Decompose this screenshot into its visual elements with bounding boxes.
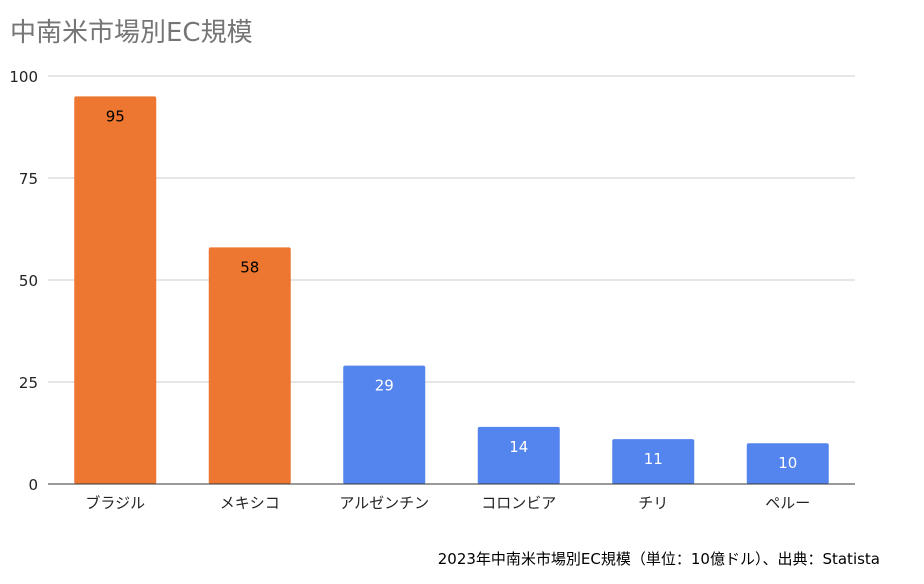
- x-tick-label: メキシコ: [220, 494, 280, 512]
- data-label: 29: [375, 377, 394, 395]
- bar-1: [208, 247, 291, 484]
- bar-3: [477, 426, 560, 484]
- y-tick-label: 25: [19, 374, 38, 392]
- x-tick-label: コロンビア: [481, 494, 556, 512]
- data-label: 58: [240, 258, 259, 276]
- x-tick-label: ペルー: [765, 494, 810, 512]
- data-label: 10: [778, 454, 797, 472]
- x-tick-label: アルゼンチン: [339, 494, 429, 512]
- bar-2: [343, 365, 426, 484]
- bar-5: [746, 443, 829, 484]
- data-label: 14: [509, 438, 528, 456]
- y-tick-label: 75: [19, 170, 38, 188]
- y-tick-label: 0: [28, 476, 38, 494]
- chart-footnote: 2023年中南米市場別EC規模（単位：10億ドル）、出典：Statista: [437, 550, 880, 568]
- y-tick-label: 100: [9, 68, 38, 86]
- bar-0: [74, 96, 157, 485]
- bar-4: [612, 439, 695, 484]
- chart-title: 中南米市場別EC規模: [10, 18, 253, 48]
- y-tick-label: 50: [19, 272, 38, 290]
- x-tick-label: チリ: [638, 494, 668, 512]
- data-label: 11: [644, 450, 663, 468]
- x-tick-label: ブラジル: [85, 494, 145, 512]
- data-label: 95: [106, 107, 125, 125]
